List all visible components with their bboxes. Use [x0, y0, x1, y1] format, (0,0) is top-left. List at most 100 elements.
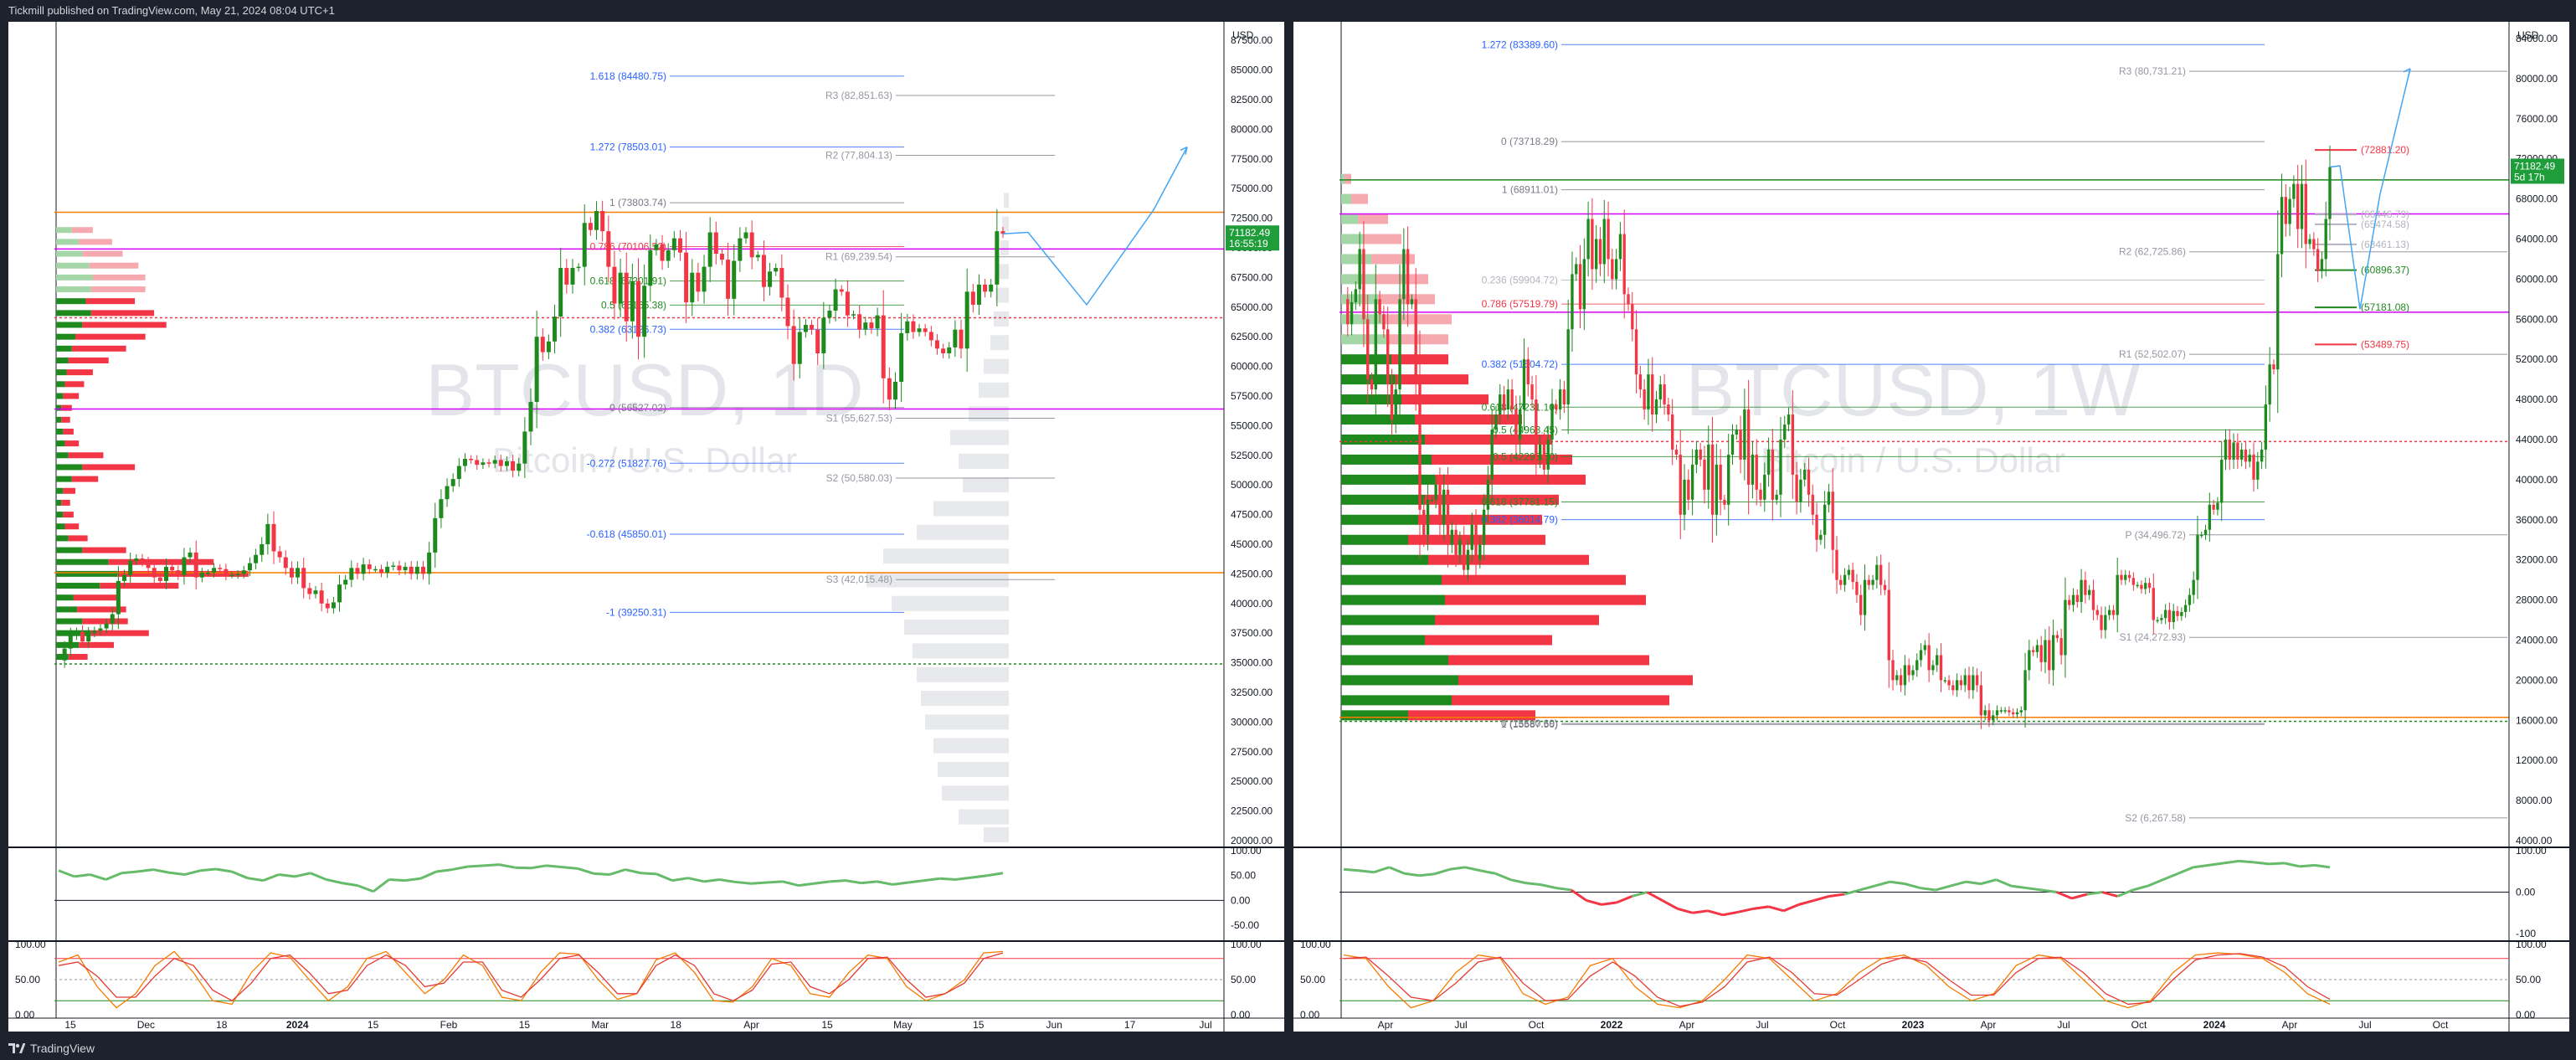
- candle-body: [2120, 574, 2123, 580]
- candle-body: [612, 266, 617, 304]
- volume-profile-buy: [1341, 454, 1432, 465]
- rsi-segment: [798, 882, 815, 888]
- rsi-segment: [58, 869, 75, 878]
- vrvp-bar: [933, 738, 1009, 754]
- candle-body: [923, 328, 928, 332]
- rsi-segment: [1555, 887, 1572, 892]
- volume-profile-buy: [1341, 434, 1425, 445]
- rsi-segment: [1890, 880, 1905, 886]
- chart-svg-daily[interactable]: BTCUSD, 1D Bitcoin / U.S. Dollar 1.618 (84…: [8, 22, 1284, 1032]
- candle-body: [558, 268, 563, 317]
- volume-profile-sell: [66, 369, 93, 376]
- candle-body: [1651, 374, 1654, 415]
- candle-body: [1562, 389, 1566, 405]
- candle-body: [498, 460, 503, 466]
- stoch-tick-label-left: 0.00: [1300, 1009, 1320, 1021]
- candle-body: [2100, 615, 2103, 630]
- price-tick-label: 8000.00: [2516, 795, 2553, 806]
- volume-profile-buy: [56, 262, 90, 269]
- price-tick-label: 4000.00: [2516, 835, 2553, 846]
- currency-label: USD: [2517, 29, 2539, 41]
- candle-body: [1887, 589, 1890, 661]
- price-tick-label: 32500.00: [1231, 687, 1273, 698]
- rsi-segment: [2299, 863, 2315, 868]
- candle-body: [553, 316, 558, 342]
- candle-body: [959, 329, 964, 349]
- rsi-segment: [625, 868, 641, 875]
- pivot-level-label: R3 (80,731.21): [2119, 65, 2186, 77]
- volume-profile-sell: [1351, 193, 1368, 204]
- candle-body: [313, 590, 318, 594]
- candle-body: [492, 460, 497, 464]
- time-tick-label: Apr: [1679, 1019, 1695, 1031]
- candle-body: [337, 584, 342, 603]
- volume-profile-sell: [71, 345, 126, 352]
- candle-body: [2296, 183, 2300, 229]
- rsi-segment: [1540, 883, 1557, 890]
- candle-body: [618, 272, 623, 304]
- candle-body: [403, 566, 408, 571]
- time-tick-label: Jun: [1046, 1019, 1062, 1031]
- fib-level-label: -0.272 (51827.76): [587, 457, 666, 469]
- candle-body: [1995, 710, 1999, 716]
- pivot-level-label: R1 (69,239.54): [825, 251, 892, 263]
- vrvp-bar: [995, 287, 1009, 303]
- candle-body: [1535, 399, 1538, 460]
- volume-profile-sell: [1358, 214, 1388, 224]
- pivot-level-label: S1 (24,272.93): [2120, 631, 2186, 643]
- candle-body: [1915, 660, 1919, 671]
- candle-body: [1426, 499, 1430, 535]
- rsi-segment: [2071, 893, 2088, 900]
- fib-level-label: 0.382 (36014.79): [1482, 514, 1558, 526]
- time-tick-label: 15: [973, 1019, 985, 1031]
- candle-body: [62, 648, 67, 661]
- volume-profile-sell: [1448, 655, 1649, 666]
- candle-body: [241, 570, 246, 574]
- candle-body: [2320, 259, 2324, 271]
- candle-body: [2236, 442, 2239, 460]
- chart-panel-weekly[interactable]: BTCUSD, 1W Bitcoin / U.S. Dollar 1.272 (83…: [1293, 22, 2569, 1032]
- rsi-segment: [1843, 888, 1860, 896]
- price-tick-label: 76000.00: [2516, 113, 2558, 125]
- volume-profile-buy: [1341, 675, 1458, 686]
- candle-body: [373, 569, 378, 571]
- rsi-segment: [2269, 862, 2285, 866]
- volume-profile-sell: [90, 286, 146, 293]
- price-tick-label: 36000.00: [2516, 514, 2558, 526]
- volume-profile-buy: [1341, 635, 1425, 646]
- fib-level-label: 1 (68911.01): [1502, 184, 1558, 196]
- time-tick-label: Apr: [1378, 1019, 1394, 1031]
- side-level-label: (72881.20): [2361, 144, 2409, 156]
- candle-body: [2095, 610, 2099, 615]
- pivot-level-label: R2 (62,725.86): [2119, 246, 2186, 258]
- candle-body: [1638, 374, 1643, 390]
- candle-body: [1743, 409, 1746, 460]
- rsi-segment: [1920, 887, 1936, 892]
- candle-body: [934, 340, 939, 349]
- chart-svg-weekly[interactable]: BTCUSD, 1W Bitcoin / U.S. Dollar 1.272 (83…: [1293, 22, 2569, 1032]
- vrvp-bar: [883, 548, 1009, 564]
- candle-body: [1835, 549, 1838, 580]
- candle-body: [719, 254, 724, 260]
- candle-body: [1791, 414, 1795, 475]
- candle-body: [803, 325, 808, 332]
- price-tick-label: 37500.00: [1231, 627, 1273, 639]
- price-tick-label: 52000.00: [2516, 353, 2558, 365]
- chart-panel-daily[interactable]: BTCUSD, 1D Bitcoin / U.S. Dollar 1.618 (84…: [8, 22, 1284, 1032]
- volume-profile-sell: [71, 476, 99, 482]
- last-price-label: 71182.49: [1229, 227, 1270, 239]
- candle-body: [1622, 234, 1626, 295]
- candle-body: [2167, 610, 2172, 622]
- candle-body: [588, 223, 593, 230]
- candle-body: [2012, 712, 2015, 715]
- volume-profile-buy: [1341, 394, 1401, 405]
- candle-body: [1839, 579, 1843, 585]
- candle-body: [928, 332, 933, 341]
- candle-body: [1855, 582, 1859, 595]
- candle-body: [1438, 484, 1442, 525]
- candle-body: [2068, 599, 2071, 605]
- volume-profile-buy: [56, 404, 62, 411]
- candle-body: [504, 461, 509, 466]
- rsi-segment: [1677, 907, 1694, 914]
- candle-body: [414, 566, 419, 574]
